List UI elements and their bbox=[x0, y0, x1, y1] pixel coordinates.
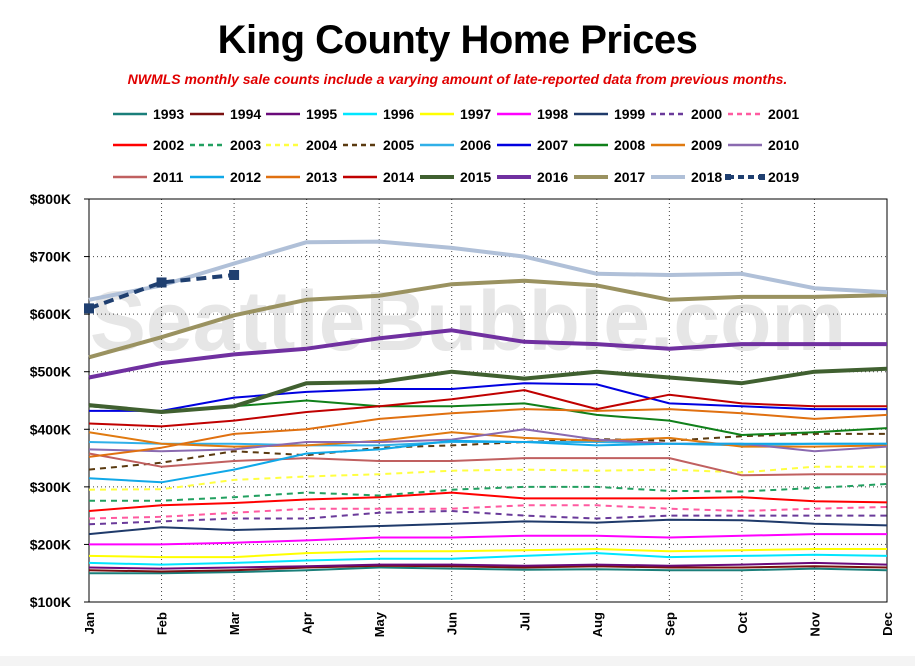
legend-label-2002: 2002 bbox=[153, 137, 184, 153]
y-tick-label: $100K bbox=[30, 594, 71, 610]
y-tick-label: $600K bbox=[30, 306, 71, 322]
series-line-2011 bbox=[88, 452, 887, 477]
plot-border bbox=[88, 198, 888, 603]
legend-label-2001: 2001 bbox=[768, 106, 799, 122]
series-line-2004 bbox=[88, 465, 887, 491]
legend-label-2004: 2004 bbox=[306, 137, 337, 153]
x-tick-label: Oct bbox=[735, 611, 750, 633]
legend-label-1993: 1993 bbox=[153, 106, 184, 122]
legend-label-2012: 2012 bbox=[230, 169, 261, 185]
series-line-2019 bbox=[88, 273, 235, 311]
legend-label-2005: 2005 bbox=[383, 137, 414, 153]
legend-marker-2019 bbox=[725, 174, 731, 180]
series-line-1997 bbox=[88, 548, 887, 559]
series-line-1993 bbox=[89, 566, 888, 575]
series-line-2001 bbox=[88, 504, 888, 520]
x-tick-label: Jan bbox=[82, 612, 97, 634]
series-line-1995 bbox=[88, 561, 888, 570]
series-line-1999 bbox=[88, 518, 888, 536]
legend-label-2009: 2009 bbox=[691, 137, 722, 153]
x-tick-label: Nov bbox=[807, 611, 822, 636]
series-line-2012 bbox=[88, 439, 887, 484]
y-tick-label: $200K bbox=[30, 536, 71, 552]
series-line-2007 bbox=[89, 382, 887, 412]
x-tick-label: Mar bbox=[227, 612, 242, 635]
series-marker-2019 bbox=[84, 303, 94, 314]
x-tick-label: Jul bbox=[517, 612, 532, 631]
legend-label-2011: 2011 bbox=[153, 169, 184, 185]
legend-label-1997: 1997 bbox=[460, 106, 491, 122]
series-line-2002 bbox=[88, 491, 888, 512]
x-tick-label: Aug bbox=[590, 612, 605, 637]
bottom-strip bbox=[0, 656, 915, 666]
watermark-text: SeattleBubble.com bbox=[90, 274, 846, 368]
legend-marker-2019 bbox=[759, 174, 765, 180]
legend-label-2019: 2019 bbox=[768, 169, 799, 185]
y-tick-label: $300K bbox=[30, 479, 71, 495]
series-line-2013 bbox=[88, 408, 888, 458]
series-lines bbox=[84, 239, 888, 575]
legend-label-2017: 2017 bbox=[614, 169, 645, 185]
series-line-2005 bbox=[88, 432, 887, 471]
legend-label-2000: 2000 bbox=[691, 106, 722, 122]
series-line-1998 bbox=[89, 533, 887, 546]
legend-label-1998: 1998 bbox=[537, 106, 568, 122]
series-marker-2019 bbox=[156, 277, 167, 288]
x-tick-label: May bbox=[372, 611, 387, 637]
series-line-2000 bbox=[88, 510, 887, 526]
x-tick-label: Dec bbox=[880, 612, 895, 636]
legend-label-2006: 2006 bbox=[460, 137, 491, 153]
x-tick-label: Sep bbox=[662, 612, 677, 636]
legend-label-2018: 2018 bbox=[691, 169, 722, 185]
y-tick-label: $500K bbox=[30, 364, 71, 380]
chart-subtitle: NWMLS monthly sale counts include a vary… bbox=[127, 71, 788, 87]
legend-label-2015: 2015 bbox=[460, 169, 491, 185]
legend-label-2013: 2013 bbox=[306, 169, 337, 185]
legend-label-2003: 2003 bbox=[230, 137, 261, 153]
series-line-1996 bbox=[88, 552, 888, 566]
series-line-2015 bbox=[88, 366, 888, 414]
x-tick-label: Jun bbox=[445, 612, 460, 635]
legend-label-1994: 1994 bbox=[230, 106, 261, 122]
series-line-2016 bbox=[88, 328, 887, 380]
chart-title: King County Home Prices bbox=[217, 18, 698, 62]
y-tick-label: $700K bbox=[30, 249, 71, 265]
legend-label-2007: 2007 bbox=[537, 137, 568, 153]
x-tick-label: Apr bbox=[300, 612, 315, 634]
series-line-2018 bbox=[88, 239, 888, 302]
grid bbox=[89, 198, 887, 603]
series-line-1994 bbox=[88, 564, 888, 573]
legend-label-1996: 1996 bbox=[383, 106, 414, 122]
series-line-2010 bbox=[88, 428, 888, 453]
series-line-2003 bbox=[89, 483, 888, 502]
axes: $100K $200K $300K $400K $500K $600K $700K $800K… bbox=[30, 191, 895, 637]
y-tick-label: $400K bbox=[30, 421, 71, 437]
series-line-2017 bbox=[88, 278, 888, 360]
series-marker-2019 bbox=[229, 269, 240, 280]
legend: 1993 1994 1995 1996 1997 1998 1999 2000 2001 2002… bbox=[113, 106, 799, 185]
x-tick-label: Feb bbox=[155, 612, 170, 635]
legend-label-1999: 1999 bbox=[614, 106, 645, 122]
y-tick-label: $800K bbox=[30, 191, 71, 207]
legend-label-2008: 2008 bbox=[614, 137, 645, 153]
legend-label-2016: 2016 bbox=[537, 169, 568, 185]
series-line-2014 bbox=[88, 389, 887, 428]
legend-label-2010: 2010 bbox=[768, 137, 799, 153]
legend-label-1995: 1995 bbox=[306, 106, 337, 122]
series-line-2008 bbox=[88, 399, 888, 436]
legend-label-2014: 2014 bbox=[383, 169, 414, 185]
